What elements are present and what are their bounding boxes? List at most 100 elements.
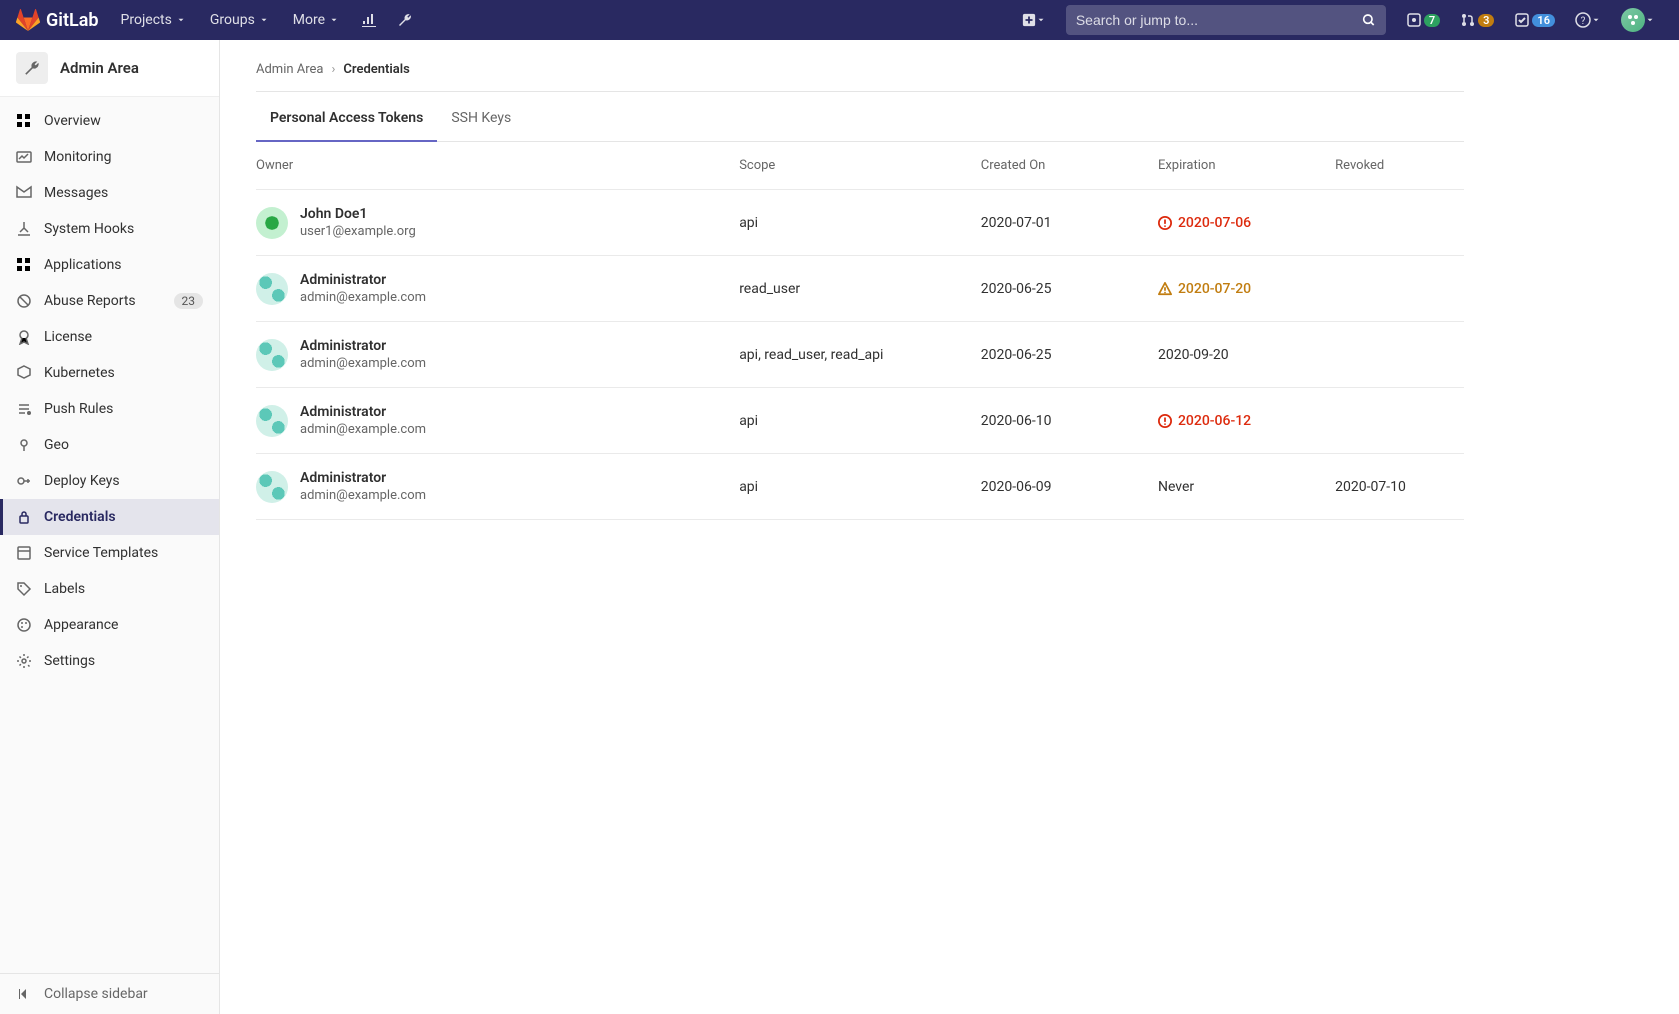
chevron-down-icon — [176, 15, 186, 25]
table-row: Administrator admin@example.com read_use… — [256, 256, 1464, 322]
divider — [256, 91, 1464, 92]
created-cell: 2020-07-01 — [981, 215, 1158, 231]
nav-new[interactable] — [1014, 0, 1054, 40]
owner-avatar[interactable] — [256, 273, 288, 305]
abuse-reports-icon — [16, 293, 32, 309]
service-templates-icon — [16, 545, 32, 561]
tabs: Personal Access Tokens SSH Keys — [256, 96, 1464, 142]
sidebar-item-label: Abuse Reports — [44, 293, 136, 309]
sidebar: Admin Area Overview Monitoring Messages Sys… — [0, 40, 220, 1014]
owner-avatar[interactable] — [256, 405, 288, 437]
nav-todos[interactable]: 16 — [1506, 0, 1563, 40]
chevron-down-icon — [1645, 15, 1655, 25]
main-content: Admin Area › Credentials Personal Access… — [220, 40, 1679, 1014]
search-input[interactable] — [1076, 12, 1363, 28]
nav-projects[interactable]: Projects — [111, 0, 196, 40]
brand-name: GitLab — [46, 10, 99, 31]
table-header-row: Owner Scope Created On Expiration Revoke… — [256, 142, 1464, 190]
owner-cell: John Doe1 user1@example.org — [256, 206, 739, 239]
sidebar-item-monitoring[interactable]: Monitoring — [0, 139, 219, 175]
merge-request-icon — [1460, 12, 1476, 28]
breadcrumb-sep: › — [332, 62, 336, 77]
expiration-cell: 2020-07-06 — [1158, 215, 1335, 231]
owner-avatar[interactable] — [256, 471, 288, 503]
issues-icon — [1406, 12, 1422, 28]
sidebar-header[interactable]: Admin Area — [0, 40, 219, 97]
sidebar-item-push-rules[interactable]: Push Rules — [0, 391, 219, 427]
nav-admin[interactable] — [389, 0, 421, 40]
sidebar-item-abuse-reports[interactable]: Abuse Reports 23 — [0, 283, 219, 319]
sidebar-item-appearance[interactable]: Appearance — [0, 607, 219, 643]
nav-activity[interactable] — [353, 0, 385, 40]
owner-avatar[interactable] — [256, 339, 288, 371]
owner-email: admin@example.com — [300, 422, 426, 437]
search-icon — [1362, 13, 1375, 27]
sidebar-item-kubernetes[interactable]: Kubernetes — [0, 355, 219, 391]
collapse-sidebar[interactable]: Collapse sidebar — [0, 973, 219, 1014]
owner-avatar[interactable] — [256, 207, 288, 239]
nav-user-menu[interactable] — [1613, 0, 1663, 40]
chevron-down-icon — [329, 15, 339, 25]
breadcrumb-root[interactable]: Admin Area — [256, 62, 324, 77]
sidebar-item-messages[interactable]: Messages — [0, 175, 219, 211]
sidebar-item-labels[interactable]: Labels — [0, 571, 219, 607]
search-box[interactable] — [1066, 5, 1386, 35]
chart-icon — [361, 12, 377, 28]
expiration-cell: 2020-07-20 — [1158, 281, 1335, 297]
sidebar-badge: 23 — [174, 293, 204, 309]
sidebar-item-label: Push Rules — [44, 401, 113, 417]
error-icon — [1158, 216, 1172, 230]
scope-cell: api — [739, 215, 981, 231]
nav-more[interactable]: More — [283, 0, 349, 40]
expiration-cell: 2020-09-20 — [1158, 347, 1335, 363]
navbar-right: 7 3 16 ? — [1014, 0, 1663, 40]
sidebar-item-label: Appearance — [44, 617, 118, 633]
nav-groups-label: Groups — [210, 12, 255, 28]
sidebar-item-label: Messages — [44, 185, 108, 201]
sidebar-item-credentials[interactable]: Credentials — [0, 499, 219, 535]
tab-personal-access-tokens[interactable]: Personal Access Tokens — [256, 96, 437, 142]
plus-icon — [1022, 13, 1036, 27]
push-rules-icon — [16, 401, 32, 417]
admin-area-icon — [16, 52, 48, 84]
nav-merge-requests[interactable]: 3 — [1452, 0, 1502, 40]
sidebar-item-system-hooks[interactable]: System Hooks — [0, 211, 219, 247]
messages-icon — [16, 185, 32, 201]
sidebar-item-applications[interactable]: Applications — [0, 247, 219, 283]
owner-email: admin@example.com — [300, 356, 426, 371]
gitlab-logo[interactable]: GitLab — [16, 8, 99, 32]
owner-name[interactable]: Administrator — [300, 470, 426, 486]
owner-name[interactable]: Administrator — [300, 272, 426, 288]
todo-icon — [1514, 12, 1530, 28]
sidebar-item-label: Geo — [44, 437, 69, 453]
th-expiration: Expiration — [1158, 158, 1335, 173]
collapse-label: Collapse sidebar — [44, 986, 148, 1002]
help-icon: ? — [1575, 12, 1591, 28]
sidebar-item-license[interactable]: License — [0, 319, 219, 355]
scope-cell: api — [739, 413, 981, 429]
expiration-cell: 2020-06-12 — [1158, 413, 1335, 429]
todo-count: 16 — [1532, 14, 1555, 27]
nav-groups[interactable]: Groups — [200, 0, 279, 40]
owner-name[interactable]: Administrator — [300, 338, 426, 354]
owner-name[interactable]: Administrator — [300, 404, 426, 420]
sidebar-item-service-templates[interactable]: Service Templates — [0, 535, 219, 571]
sidebar-item-settings[interactable]: Settings — [0, 643, 219, 679]
mr-count: 3 — [1478, 14, 1494, 27]
sidebar-item-overview[interactable]: Overview — [0, 103, 219, 139]
nav-issues[interactable]: 7 — [1398, 0, 1448, 40]
owner-email: admin@example.com — [300, 488, 426, 503]
tab-ssh-keys[interactable]: SSH Keys — [437, 96, 525, 141]
created-cell: 2020-06-09 — [981, 479, 1158, 495]
created-cell: 2020-06-25 — [981, 281, 1158, 297]
system-hooks-icon — [16, 221, 32, 237]
nav-help[interactable]: ? — [1567, 0, 1609, 40]
sidebar-item-label: Overview — [44, 113, 101, 129]
sidebar-item-label: Settings — [44, 653, 95, 669]
scope-cell: api, read_user, read_api — [739, 347, 981, 363]
chevron-down-icon — [259, 15, 269, 25]
sidebar-item-deploy-keys[interactable]: Deploy Keys — [0, 463, 219, 499]
owner-name[interactable]: John Doe1 — [300, 206, 416, 222]
scope-cell: api — [739, 479, 981, 495]
sidebar-item-geo[interactable]: Geo — [0, 427, 219, 463]
